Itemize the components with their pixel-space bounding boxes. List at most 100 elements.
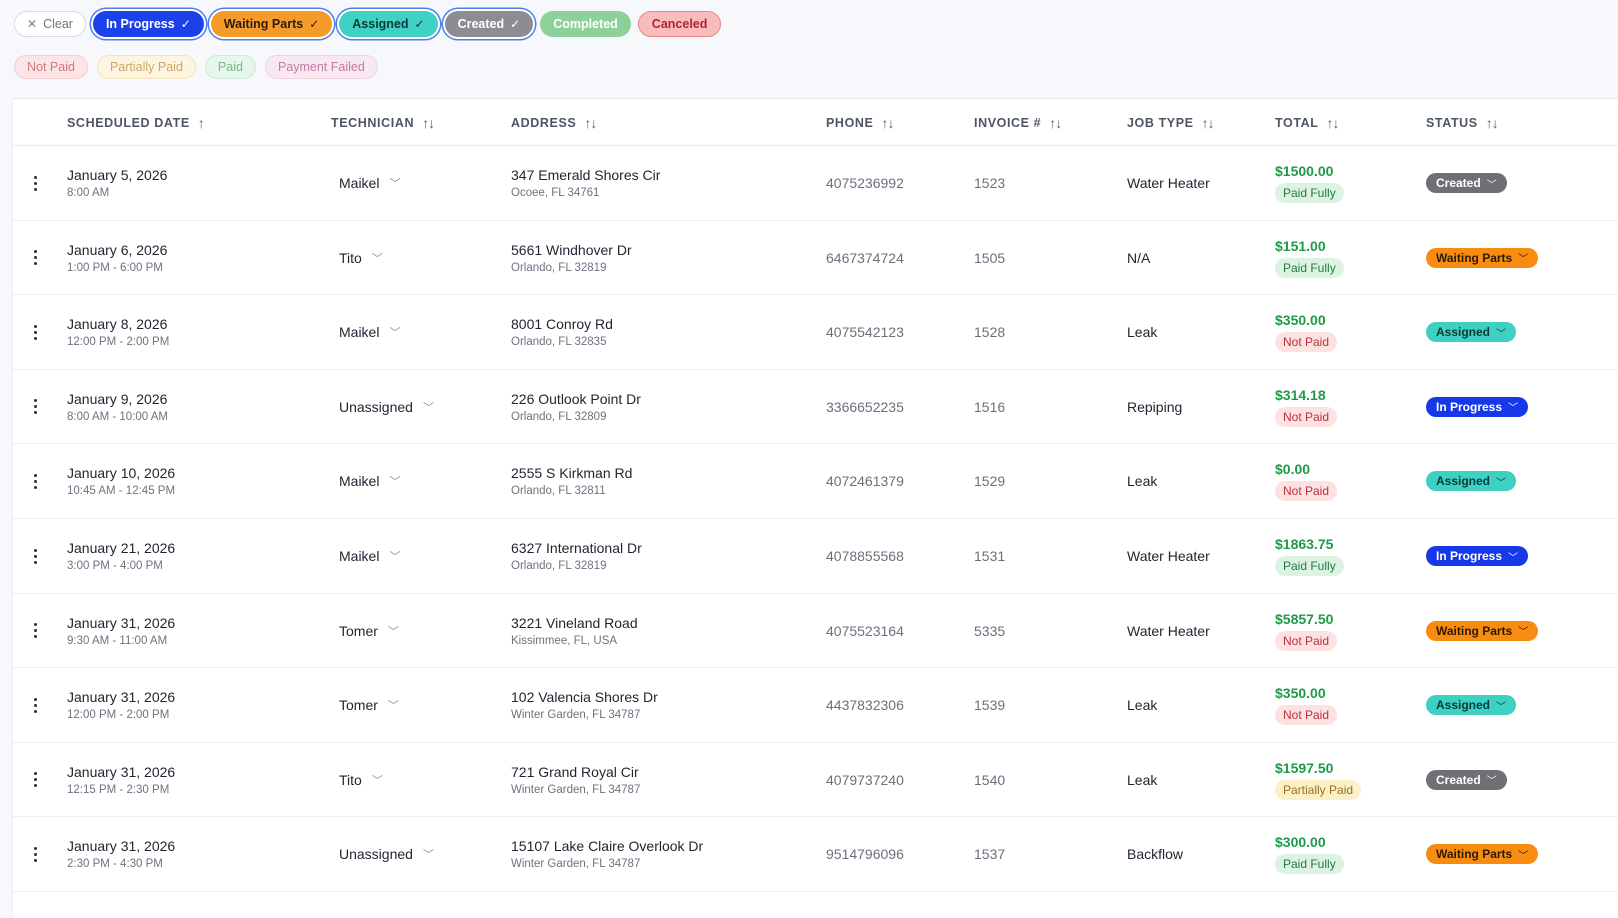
table-row[interactable]: January 31, 2026 12:15 PM - 2:30 PM Tito ﹀ 7… [13,743,1618,818]
column-address[interactable]: ADDRESS ↑↓ [511,114,597,131]
status-dropdown[interactable]: Waiting Parts ﹀ [1426,247,1539,268]
status-dropdown[interactable]: Created ﹀ [1426,769,1507,790]
technician-dropdown[interactable]: Maikel ﹀ [339,146,400,220]
column-phone[interactable]: PHONE ↑↓ [826,114,894,131]
table-row[interactable]: January 6, 2026 1:00 PM - 6:00 PM Tito ﹀ 566… [13,221,1618,296]
status-dropdown[interactable]: Assigned ﹀ [1426,322,1517,343]
status-dropdown[interactable]: Waiting Parts ﹀ [1426,844,1539,865]
technician-dropdown[interactable]: Maikel ﹀ [339,444,400,518]
technician-name: Tomer [339,622,378,639]
payment-filter-paid[interactable]: Paid [204,55,256,79]
status-dropdown[interactable]: Assigned ﹀ [1426,471,1517,492]
technician-dropdown[interactable]: Tito ﹀ [339,743,383,817]
technician-dropdown[interactable]: Maikel ﹀ [339,519,400,593]
column-status[interactable]: STATUS ↑↓ [1426,114,1499,131]
job-time: 8:00 AM [67,187,110,199]
row-menu-icon[interactable] [29,668,41,742]
scheduled-date-cell: January 8, 2026 12:00 PM - 2:00 PM [67,295,169,369]
technician-dropdown[interactable]: Tito ﹀ [339,221,383,295]
status-filter-created[interactable]: Created ✓ [444,11,534,37]
total-amount: $0.00 [1275,461,1311,478]
address-city: Winter Garden, FL 34787 [511,783,641,796]
status-filter-assigned[interactable]: Assigned ✓ [339,11,438,37]
column-scheduled-date[interactable]: SCHEDULED DATE ↑ [67,114,205,131]
status-dropdown[interactable]: In Progress ﹀ [1426,546,1529,566]
invoice-cell: 1516 [974,398,1006,415]
table-row[interactable]: January 10, 2026 10:45 AM - 12:45 PM Maike… [13,444,1618,519]
table-row[interactable]: January 5, 2026 8:00 AM Maikel ﹀ 347 Emerald… [13,146,1618,221]
row-menu-icon[interactable] [29,817,41,891]
table-row[interactable]: January 8, 2026 12:00 PM - 2:00 PM Maikel ﹀… [13,295,1618,370]
job-time: 12:00 PM - 2:00 PM [67,336,170,349]
row-menu-icon[interactable] [29,295,41,369]
table-row[interactable]: January 31, 2026 2:30 PM - 4:30 PM Unassig… [13,817,1618,892]
status-dropdown[interactable]: Assigned ﹀ [1426,695,1517,716]
table-row[interactable]: January 31, 2026 12:00 PM - 2:00 PM Tomer ﹀… [13,668,1618,743]
technician-name: Tito [339,771,362,788]
status-dropdown[interactable]: Created ﹀ [1426,173,1507,193]
row-menu-icon[interactable] [29,594,41,668]
address-city: Orlando, FL 32819 [511,560,607,572]
payment-status-badge: Not Paid [1275,630,1338,651]
address-city: Winter Garden, FL 34787 [511,858,641,871]
address-city: Ocoee, FL 34761 [511,187,600,199]
job-type-cell: Leak [1127,473,1158,490]
status-filter-waiting[interactable]: Waiting Parts ✓ [210,11,333,37]
phone-cell: 4079737240 [826,771,904,788]
status-dropdown[interactable]: Waiting Parts ﹀ [1426,620,1539,641]
table-row[interactable]: January 9, 2026 8:00 AM - 10:00 AM Unassig… [13,370,1618,445]
chevron-down-icon: ﹀ [371,774,383,787]
job-type-cell: Leak [1127,697,1158,714]
invoice-cell: 1505 [974,249,1006,266]
status-cell: In Progress ﹀ [1426,519,1529,593]
status-filter-canceled[interactable]: Canceled [637,11,722,37]
row-menu-icon[interactable] [29,221,41,295]
chevron-down-icon: ﹀ [389,327,401,340]
technician-dropdown[interactable]: Tomer ﹀ [339,668,399,742]
row-menu-icon[interactable] [29,519,41,593]
row-menu-icon[interactable] [29,743,41,817]
address-street: 3221 Vineland Road [511,614,638,631]
status-dropdown[interactable]: In Progress ﹀ [1426,396,1529,417]
column-total[interactable]: TOTAL ↑↓ [1275,114,1340,131]
scheduled-date-cell: January 5, 2026 8:00 AM [67,146,167,220]
job-date: January 31, 2026 [67,838,176,855]
row-menu-icon[interactable] [29,444,41,518]
check-icon: ✓ [309,17,320,31]
status-filter-label: Waiting Parts [223,17,304,31]
payment-filter-notpaid[interactable]: Not Paid [14,55,88,79]
row-menu-icon[interactable] [29,146,41,220]
payment-filter-partial[interactable]: Partially Paid [96,55,196,79]
chevron-down-icon: ﹀ [1508,552,1519,564]
column-invoice[interactable]: INVOICE # ↑↓ [974,114,1062,131]
technician-dropdown[interactable]: Tomer ﹀ [339,594,399,668]
column-technician[interactable]: TECHNICIAN ↑↓ [331,114,435,131]
address-city: Kissimmee, FL, USA [511,634,618,647]
job-type-cell: Water Heater [1127,175,1210,191]
technician-dropdown[interactable]: Unassigned ﹀ [339,370,434,444]
payment-filter-failed[interactable]: Payment Failed [264,55,378,79]
job-type-cell: Water Heater [1127,548,1210,564]
sort-icon: ↑↓ [584,114,597,131]
technician-name: Tito [339,249,362,266]
invoice-cell: 1528 [974,324,1006,341]
address-street: 15107 Lake Claire Overlook Dr [511,838,704,855]
status-filter-completed[interactable]: Completed [540,11,631,37]
status-filter-inprogress[interactable]: In Progress ✓ [92,11,204,37]
technician-dropdown[interactable]: Maikel ﹀ [339,295,400,369]
invoice-cell: 1523 [974,175,1006,191]
row-menu-icon[interactable] [29,370,41,444]
chevron-down-icon: ﹀ [387,700,399,713]
table-row[interactable]: January 21, 2026 3:00 PM - 4:00 PM Maikel ﹀… [13,519,1618,594]
technician-dropdown[interactable]: Unassigned ﹀ [339,817,434,891]
column-job-type[interactable]: JOB TYPE ↑↓ [1127,114,1215,131]
table-row[interactable]: January 31, 2026 9:30 AM - 11:00 AM Tomer ﹀… [13,594,1618,669]
invoice-cell: 1529 [974,473,1006,490]
sort-icon: ↑↓ [881,114,894,131]
job-time: 9:30 AM - 11:00 AM [67,634,168,647]
scheduled-date-cell: January 31, 2026 2:30 PM - 4:30 PM [67,817,175,891]
phone-cell: 4075542123 [826,324,904,341]
scheduled-date-cell: January 31, 2026 9:30 AM - 11:00 AM [67,594,175,668]
total-amount: $1597.50 [1275,759,1334,776]
clear-filters-button[interactable]: ✕ Clear [14,11,86,37]
